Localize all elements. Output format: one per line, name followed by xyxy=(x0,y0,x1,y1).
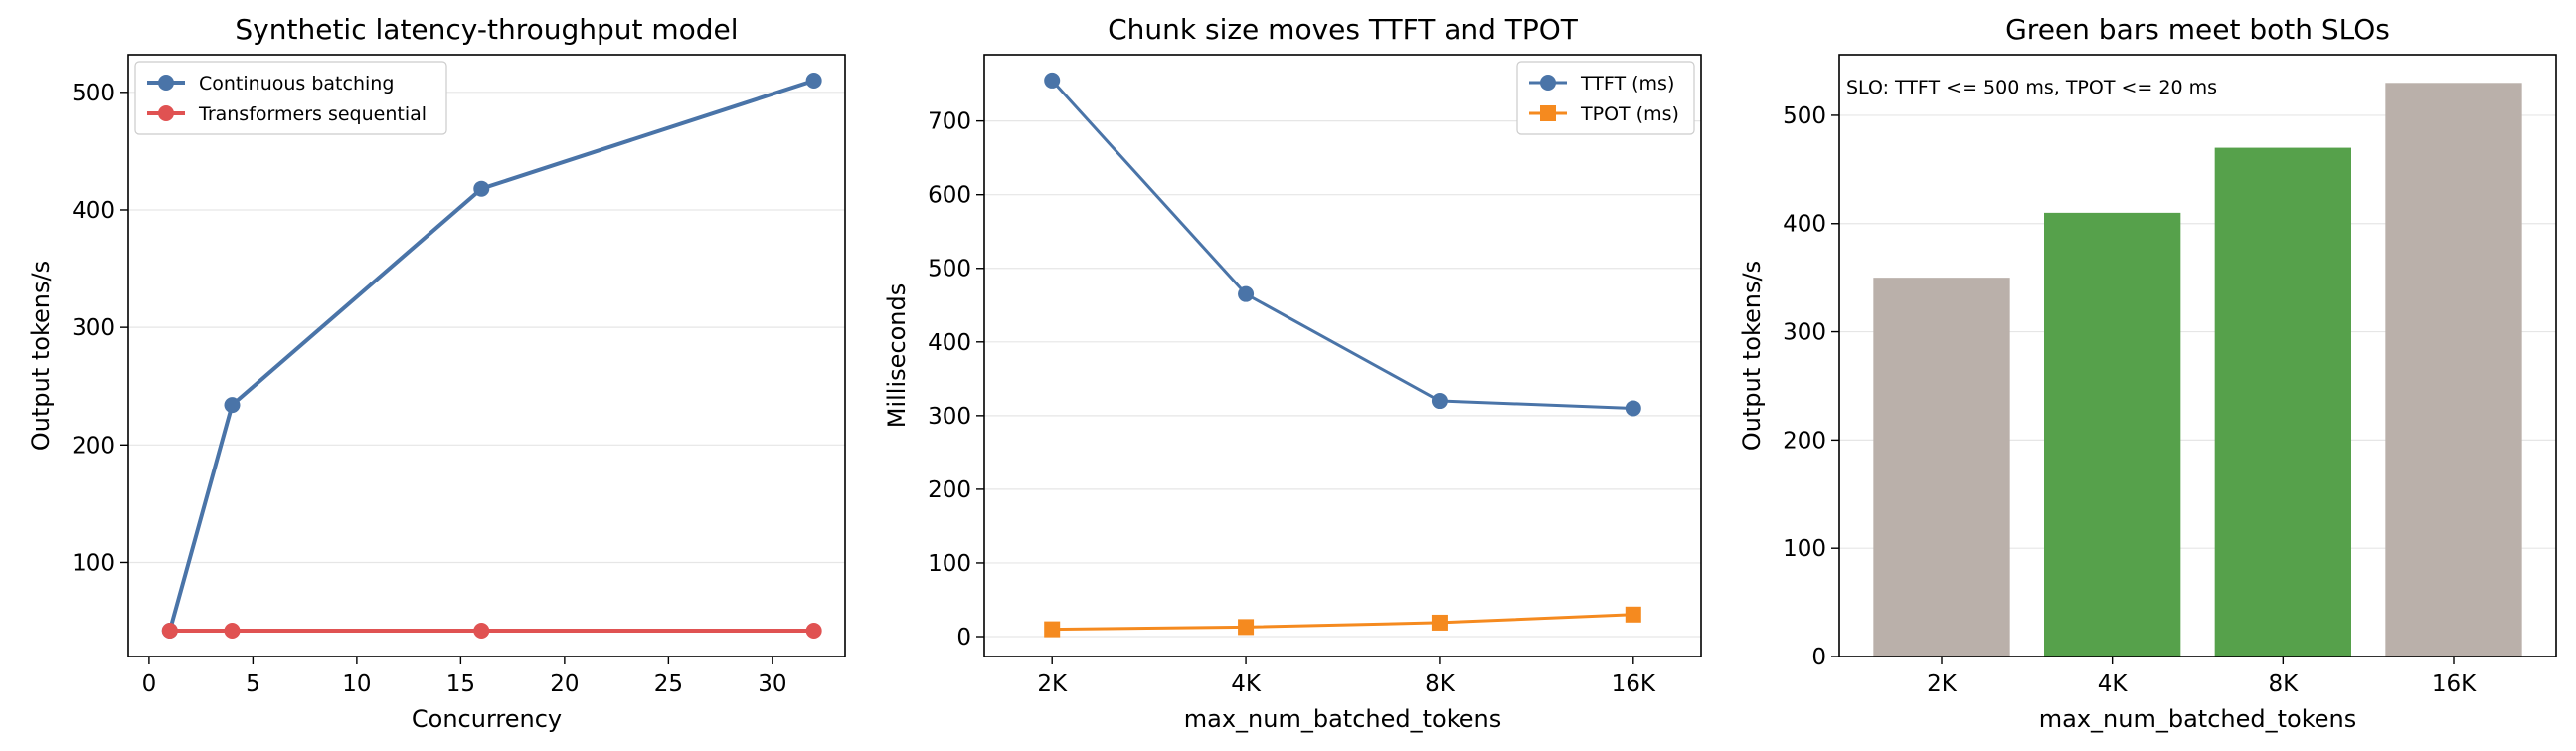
x-tick-label: 4K xyxy=(1231,671,1262,697)
y-tick-label: 500 xyxy=(928,257,971,282)
panel-2: 0 100 200 300 400 500 600 700 2K 4K 8K 16K Chunk siz… xyxy=(883,13,1702,733)
plot-border xyxy=(983,54,1702,657)
x-tick-label: 10 xyxy=(342,671,371,697)
legend-label: Transformers sequential xyxy=(198,103,427,125)
y-tick-label: 200 xyxy=(72,433,115,459)
x-tick-label: 16K xyxy=(1612,671,1656,697)
series-line xyxy=(1051,79,1633,410)
x-tick-label: 20 xyxy=(550,671,579,697)
x-tick-label: 2K xyxy=(1037,671,1068,697)
panel-3: 0 100 200 300 400 500 2K 4K 8K 16K Green bars meet… xyxy=(1738,13,2557,733)
data-point xyxy=(805,623,822,640)
chart-title: Green bars meet both SLOs xyxy=(2005,13,2390,46)
x-tick-label: 16K xyxy=(2432,671,2477,697)
x-tick-label: 0 xyxy=(142,671,157,697)
y-axis-label: Output tokens/s xyxy=(27,261,55,451)
bar xyxy=(2385,83,2522,657)
x-tick-label: 5 xyxy=(246,671,260,697)
y-tick-label: 600 xyxy=(928,183,971,209)
x-axis-label: Concurrency xyxy=(412,705,562,733)
series-line xyxy=(167,79,815,632)
y-axis-label: Milliseconds xyxy=(883,283,911,428)
data-point xyxy=(473,180,490,197)
legend-marker xyxy=(1540,75,1556,91)
y-tick-label: 400 xyxy=(1783,212,1826,238)
legend-box xyxy=(1516,61,1695,135)
panel-1: 100 200 300 400 500 0 5 10 15 20 25 30 Synthetic lat… xyxy=(27,13,846,733)
y-tick-label: 100 xyxy=(72,550,115,576)
y-tick-label: 0 xyxy=(1811,645,1826,670)
bar xyxy=(2044,212,2181,657)
x-axis-label: max_num_batched_tokens xyxy=(2039,705,2356,733)
legend-label: Continuous batching xyxy=(199,73,394,94)
x-tick-label: 4K xyxy=(2098,671,2129,697)
y-tick-label: 200 xyxy=(928,477,971,503)
data-point xyxy=(1238,285,1255,302)
data-point xyxy=(161,623,178,640)
y-tick-label: 400 xyxy=(72,198,115,224)
data-point xyxy=(1625,606,1641,623)
y-axis-label: Output tokens/s xyxy=(1738,261,1766,451)
y-tick-label: 300 xyxy=(928,404,971,430)
x-tick-label: 8K xyxy=(2268,671,2299,697)
y-tick-label: 400 xyxy=(928,330,971,356)
chart-title: Synthetic latency-throughput model xyxy=(235,13,738,46)
data-point xyxy=(473,623,490,640)
data-point xyxy=(1431,393,1448,410)
x-tick-label: 30 xyxy=(758,671,786,697)
data-point xyxy=(1431,614,1448,631)
y-tick-label: 500 xyxy=(72,81,115,106)
y-tick-label: 100 xyxy=(928,551,971,577)
legend-label: TTFT (ms) xyxy=(1580,73,1674,94)
legend-marker xyxy=(1540,105,1556,121)
y-tick-label: 300 xyxy=(1783,320,1826,346)
plot-border xyxy=(127,54,846,657)
legend-marker xyxy=(158,75,174,91)
legend-marker xyxy=(158,105,174,121)
x-tick-label: 8K xyxy=(1425,671,1456,697)
y-tick-label: 700 xyxy=(928,109,971,135)
series-line xyxy=(1052,613,1633,632)
legend-box xyxy=(134,61,447,135)
slo-annotation: SLO: TTFT <= 500 ms, TPOT <= 20 ms xyxy=(1846,77,2217,98)
x-tick-label: 25 xyxy=(654,671,683,697)
data-point xyxy=(805,72,822,89)
chart-title: Chunk size moves TTFT and TPOT xyxy=(1108,13,1579,46)
data-point xyxy=(1044,621,1061,638)
x-tick-label: 2K xyxy=(1927,671,1958,697)
x-axis-label: max_num_batched_tokens xyxy=(1184,705,1501,733)
bar xyxy=(1873,278,2010,657)
data-point xyxy=(1044,72,1061,89)
y-tick-label: 500 xyxy=(1783,103,1826,129)
data-point xyxy=(1625,400,1641,417)
y-tick-label: 0 xyxy=(956,625,971,651)
y-tick-label: 300 xyxy=(72,315,115,341)
y-tick-label: 200 xyxy=(1783,428,1826,454)
data-point xyxy=(1238,619,1255,636)
data-point xyxy=(224,623,241,640)
y-tick-label: 100 xyxy=(1783,536,1826,562)
bar xyxy=(2214,147,2351,657)
legend-label: TPOT (ms) xyxy=(1580,103,1679,125)
x-tick-label: 15 xyxy=(446,671,475,697)
plot-border xyxy=(1838,54,2557,657)
data-point xyxy=(224,397,241,414)
